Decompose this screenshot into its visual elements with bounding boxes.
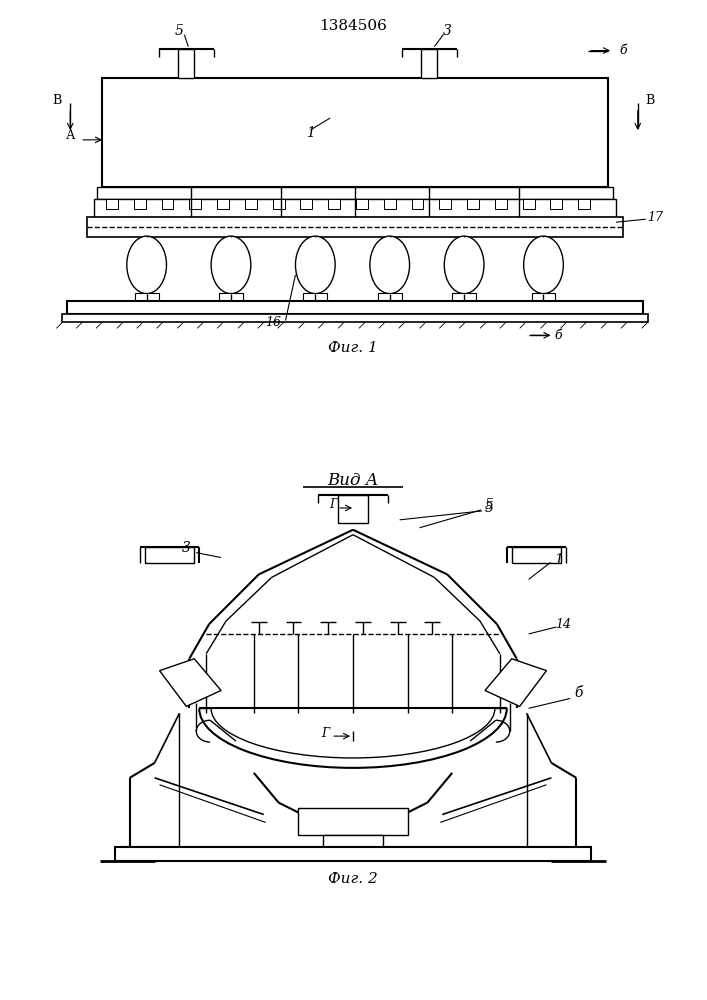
Bar [62,314,648,322]
Text: Вид А: Вид А [327,472,379,489]
Text: Фиг. 1: Фиг. 1 [328,341,378,355]
Bar [94,199,616,217]
Text: б: б [574,686,583,700]
Text: Г: Г [321,727,329,740]
Bar [67,301,643,314]
Polygon shape [485,659,547,706]
Bar [106,199,118,209]
Bar [467,199,479,209]
Text: В: В [645,94,654,107]
Text: б: б [619,44,626,57]
Text: 5: 5 [175,24,184,38]
Bar [178,49,194,78]
Bar [303,293,327,301]
Ellipse shape [211,236,251,294]
Bar [145,547,194,563]
Bar [328,199,340,209]
Bar [452,293,476,301]
Text: А: А [66,129,75,142]
Bar [338,495,368,523]
Text: 5: 5 [484,501,493,515]
Bar [135,293,158,301]
Bar [217,199,229,209]
Bar [522,199,534,209]
Bar [134,199,146,209]
Text: 1: 1 [554,553,563,567]
Bar [97,187,613,199]
Bar [102,78,608,187]
Bar [298,808,407,835]
Ellipse shape [370,236,409,294]
Text: 5: 5 [484,498,493,512]
Text: 3: 3 [182,541,191,555]
Bar [512,547,561,563]
Bar [356,199,368,209]
Bar [189,199,201,209]
Bar [495,199,507,209]
Polygon shape [160,659,221,706]
Text: Г: Г [329,498,337,511]
Bar [439,199,451,209]
Bar [411,199,423,209]
Text: 17: 17 [648,211,664,224]
Ellipse shape [296,236,335,294]
Text: 16: 16 [264,316,281,329]
Text: 3: 3 [443,24,452,38]
Ellipse shape [524,236,563,294]
Bar [323,835,382,853]
Bar [300,199,312,209]
Bar [219,293,243,301]
Text: 1: 1 [306,126,315,140]
Text: В: В [53,94,62,107]
Bar [578,199,590,209]
Text: 14: 14 [555,618,571,631]
Bar [378,293,402,301]
Bar [161,199,173,209]
Bar [532,293,556,301]
Ellipse shape [127,236,166,294]
Bar [245,199,257,209]
Bar [87,217,623,237]
Text: Фиг. 2: Фиг. 2 [328,872,378,886]
Bar [384,199,396,209]
Bar [115,847,591,861]
Text: 1384506: 1384506 [319,19,387,33]
Text: б: б [554,329,562,342]
Ellipse shape [444,236,484,294]
Bar [421,49,438,78]
Bar [273,199,284,209]
Bar [551,199,562,209]
